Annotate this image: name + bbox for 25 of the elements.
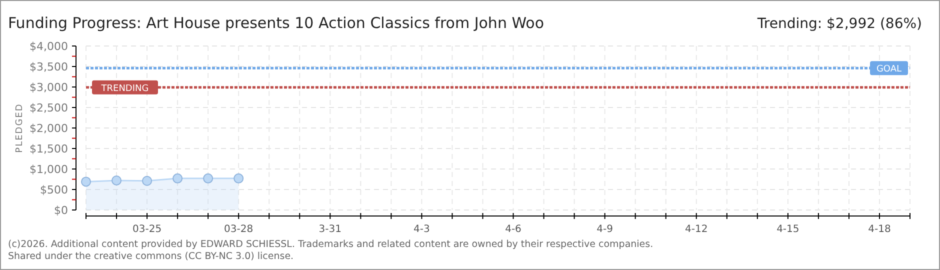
chart-title: Funding Progress: Art House presents 10 Action Classics from John Woo [8, 14, 544, 32]
text: Shared under the creative commons (CC BY-NC 3.0) license. [8, 251, 294, 262]
x-tick-label: 4-12 [685, 224, 708, 235]
y-tick-label: $4,000 [30, 40, 68, 53]
x-tick-label: 4-6 [505, 224, 522, 235]
x-tick-label: 03-28 [224, 224, 254, 235]
y-tick-label: $2,000 [30, 122, 68, 135]
ref-line-label: GOAL [876, 64, 902, 75]
y-tick-label: $3,000 [30, 81, 68, 94]
y-tick-label: $1,500 [30, 142, 68, 156]
x-tick-label: 4-3 [414, 224, 430, 235]
x-tick-label: 03-25 [132, 224, 162, 235]
y-tick-label: $0 [54, 204, 68, 217]
y-tick-label: $2,500 [30, 102, 68, 114]
x-tick-label: 4-9 [596, 224, 613, 235]
x-tick-label: 3-31 [318, 224, 342, 235]
x-tick-label: 4-15 [776, 224, 800, 235]
y-tick-label: $1,000 [30, 163, 68, 176]
y-tick-label: $3,500 [30, 60, 68, 74]
y-axis-title: PLEDGED [15, 103, 25, 153]
text: (c)2026. Additional content provided by EDWARD SCHIESSL. Trademarks and related content are owned by their respective companies. [8, 239, 654, 250]
y-tick-label: $500 [40, 184, 68, 196]
x-tick-label: 4-18 [868, 224, 891, 235]
chart-subtitle: Trending: $2,992 (86%) [756, 16, 922, 32]
ref-line-label: TRENDING [100, 84, 149, 94]
